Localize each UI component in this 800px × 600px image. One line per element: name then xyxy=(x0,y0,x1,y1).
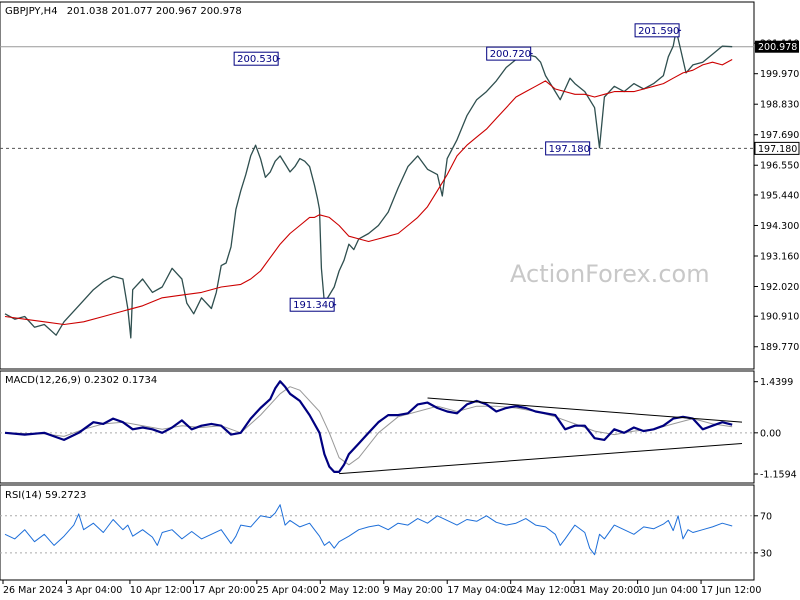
price-level-tag-label: 200.978 xyxy=(758,42,797,53)
x-tick-label: 3 Apr 04:00 xyxy=(66,585,122,596)
x-tick-label: 2 May 12:00 xyxy=(320,585,379,596)
y-tick-label: 199.970 xyxy=(760,69,799,80)
watermark: ActionForex.com xyxy=(510,260,710,288)
rsi-panel xyxy=(0,484,755,581)
y-tick-label: 195.440 xyxy=(760,190,799,201)
price-annotation-label: 191.340 xyxy=(293,300,334,311)
x-tick-label: 26 Mar 2024 xyxy=(3,585,63,596)
y-tick-label: 189.770 xyxy=(760,342,799,353)
price-series-line xyxy=(4,29,733,339)
price-level-tag xyxy=(755,40,799,53)
price-level-tag xyxy=(754,141,800,155)
macd-trendline xyxy=(427,397,743,423)
x-tick-label: 17 Jun 12:00 xyxy=(701,585,761,596)
price-panel xyxy=(0,1,755,370)
x-tick-label: 17 Apr 20:00 xyxy=(193,585,255,596)
y-tick-label: 198.830 xyxy=(760,100,799,111)
y-tick-label: 70 xyxy=(760,511,772,522)
x-tick-label: 25 Apr 04:00 xyxy=(257,585,319,596)
macd-title: MACD(12,26,9) 0.2302 0.1734 xyxy=(5,375,157,386)
price-annotation-label: 201.590 xyxy=(638,26,679,37)
macd-line xyxy=(4,380,733,473)
y-tick-label: 1.4399 xyxy=(760,377,793,388)
y-tick-label: 192.020 xyxy=(760,282,799,293)
y-tick-label: 193.160 xyxy=(760,251,799,262)
y-tick-label: 196.550 xyxy=(760,161,799,172)
price-annotation-label: 197.180 xyxy=(549,144,590,155)
y-tick-label: -1.1594 xyxy=(760,470,797,481)
x-tick-label: 24 May 12:00 xyxy=(511,585,576,596)
price-annotation-label: 200.530 xyxy=(237,54,278,65)
y-tick-label: 194.300 xyxy=(760,221,799,232)
y-tick-label: 190.910 xyxy=(760,312,799,323)
x-tick-label: 10 Jun 04:00 xyxy=(638,585,698,596)
x-tick-label: 31 May 20:00 xyxy=(574,585,639,596)
symbol-label: GBPJPY,H4 xyxy=(5,6,58,17)
price-title: GBPJPY,H4 201.038 201.077 200.967 200.97… xyxy=(5,6,242,17)
price-annotation-label: 200.720 xyxy=(490,49,531,60)
y-tick-label: 30 xyxy=(760,548,772,559)
rsi-title: RSI(14) 59.2723 xyxy=(5,490,86,501)
x-tick-label: 10 Apr 12:00 xyxy=(130,585,192,596)
x-tick-label: 9 May 20:00 xyxy=(384,585,443,596)
price-level-tag-label: 197.180 xyxy=(758,144,797,155)
macd-panel xyxy=(0,370,755,484)
y-tick-label: 0.00 xyxy=(760,428,781,439)
macd-signal-line xyxy=(4,386,733,466)
rsi-line xyxy=(4,504,733,556)
ohlc-readout: 201.038 201.077 200.967 200.978 xyxy=(67,6,242,17)
y-tick-label: 197.690 xyxy=(760,130,799,141)
macd-trendline xyxy=(339,442,743,475)
moving-average-line xyxy=(4,59,733,326)
x-tick-label: 17 May 04:00 xyxy=(447,585,512,596)
